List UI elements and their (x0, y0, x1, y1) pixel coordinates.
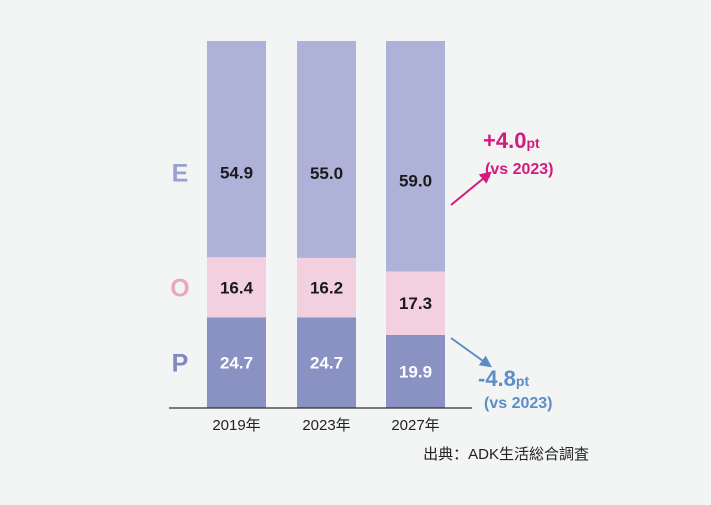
data-label-e-1: 55.0 (310, 164, 343, 183)
data-label-o-1: 16.2 (310, 279, 343, 298)
data-label-e-0: 54.9 (220, 164, 253, 183)
legend-label-p: P (172, 350, 189, 378)
source-note: 出典：ADK生活総合調査 (423, 446, 589, 463)
legend-layer: P O E (170, 160, 189, 378)
annotation-sub-up: (vs 2023) (485, 161, 554, 178)
bar-segment-e-1 (297, 41, 356, 258)
bar-segment-p-2 (386, 334, 445, 408)
bars-layer (207, 41, 445, 408)
bar-segment-o-2 (386, 271, 445, 335)
annotation-arrow-up (450, 171, 492, 206)
annotation-value-up: +4.0pt (483, 128, 540, 153)
bar-segment-o-0 (207, 257, 266, 318)
annotation-arrow-down (450, 337, 492, 368)
data-label-o-2: 17.3 (399, 294, 432, 313)
bar-segment-e-0 (207, 41, 266, 258)
data-label-p-1: 24.7 (310, 354, 343, 373)
bar-segment-o-1 (297, 257, 356, 318)
bar-segment-e-2 (386, 41, 445, 272)
data-label-p-0: 24.7 (220, 354, 253, 373)
x-tick-labels-layer: 2019年 2023年 2027年 (212, 417, 439, 434)
bar-segment-p-1 (297, 317, 356, 408)
bar-segment-p-0 (207, 317, 266, 408)
legend-label-e: E (172, 160, 189, 188)
annotation-value-down: -4.8pt (478, 366, 529, 391)
data-label-p-2: 19.9 (399, 362, 432, 381)
x-tick-label-2: 2027年 (391, 417, 439, 434)
annotation-sub-down: (vs 2023) (484, 395, 553, 412)
data-label-e-2: 59.0 (399, 172, 432, 191)
legend-label-o: O (170, 274, 189, 302)
segment-labels-layer: 24.7 16.4 54.9 24.7 16.2 55.0 19.9 17.3 59.0 (220, 164, 432, 382)
data-label-o-0: 16.4 (220, 278, 254, 297)
x-tick-label-0: 2019年 (212, 417, 260, 434)
x-tick-label-1: 2023年 (302, 417, 350, 434)
annotations-layer: +4.0pt (vs 2023) -4.8pt (vs 2023) (450, 128, 554, 412)
